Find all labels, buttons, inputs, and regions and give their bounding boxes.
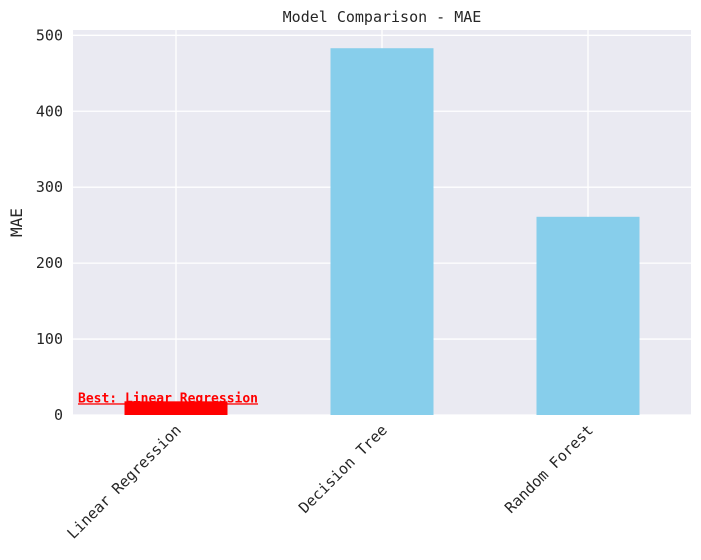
x-axis-ticks: Linear Regression Decision Tree Random For… bbox=[64, 421, 597, 542]
y-tick-label: 100 bbox=[36, 330, 63, 348]
y-axis-label: MAE bbox=[7, 208, 26, 237]
y-tick-label: 400 bbox=[36, 102, 63, 120]
best-model-annotation: Best: Linear Regression bbox=[78, 391, 258, 406]
bar-random-forest bbox=[536, 216, 640, 415]
y-tick-label: 500 bbox=[36, 26, 63, 44]
chart-title: Model Comparison - MAE bbox=[283, 8, 482, 26]
bar-linear-regression bbox=[124, 401, 228, 415]
bars bbox=[124, 48, 640, 415]
x-tick-label: Decision Tree bbox=[295, 421, 391, 517]
y-tick-label: 300 bbox=[36, 178, 63, 196]
y-axis-ticks: 0 100 200 300 400 500 bbox=[36, 26, 63, 424]
bar-decision-tree bbox=[330, 48, 434, 415]
y-tick-label: 200 bbox=[36, 254, 63, 272]
x-tick-label: Linear Regression bbox=[64, 421, 185, 542]
x-tick-label: Random Forest bbox=[501, 421, 597, 517]
y-tick-label: 0 bbox=[54, 406, 63, 424]
